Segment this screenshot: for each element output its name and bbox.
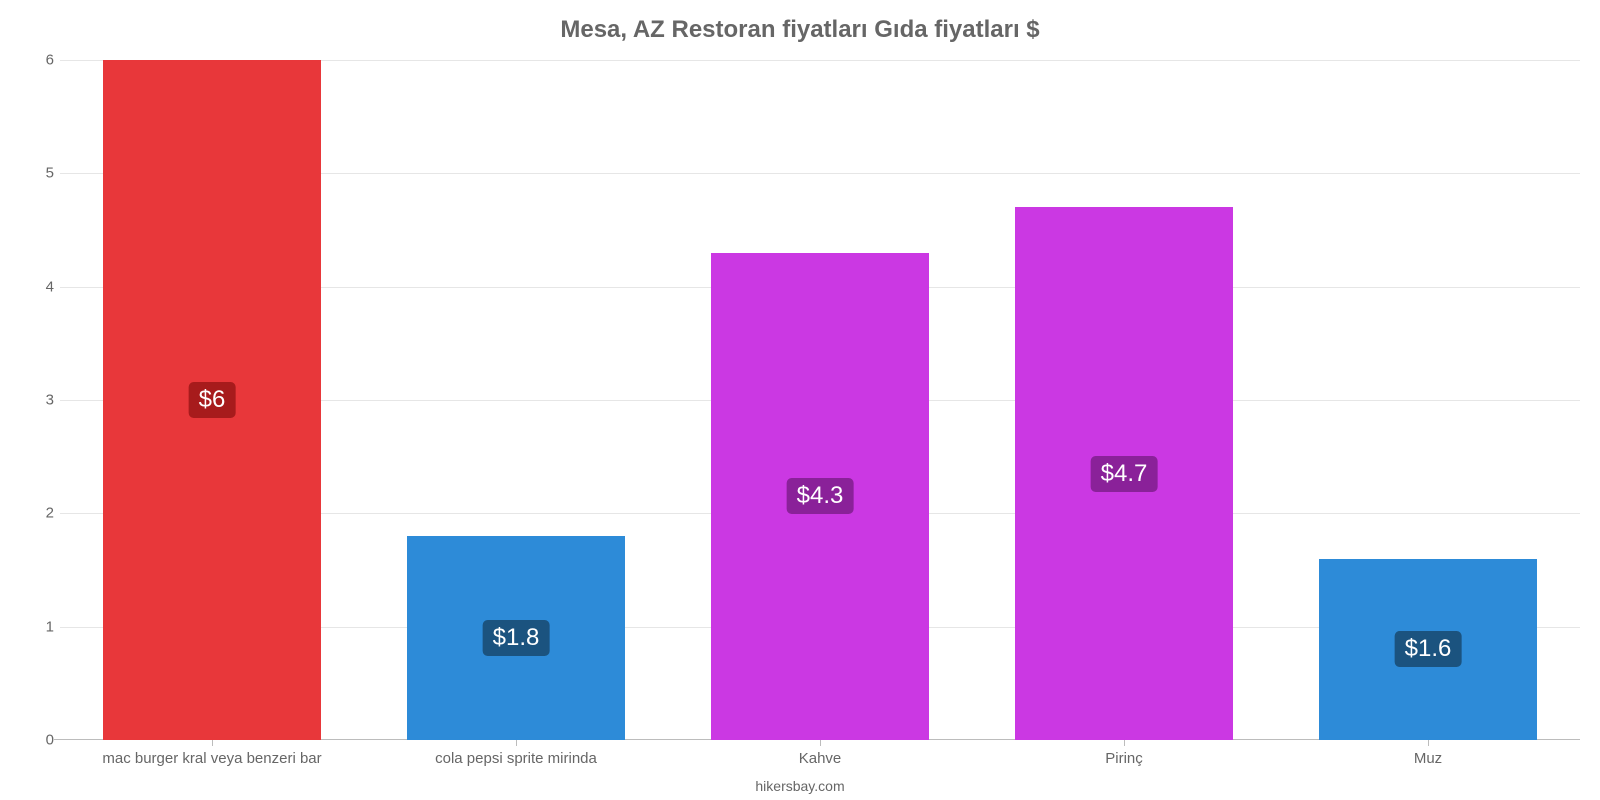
- x-axis-tick-label: Kahve: [668, 750, 972, 767]
- chart-plot-area: 0123456$6mac burger kral veya benzeri ba…: [60, 60, 1580, 740]
- y-axis-tick-label: 3: [30, 392, 54, 409]
- chart-title: Mesa, AZ Restoran fiyatları Gıda fiyatla…: [0, 16, 1600, 44]
- y-axis-tick-label: 4: [30, 278, 54, 295]
- x-axis-tick-label: Muz: [1276, 750, 1580, 767]
- x-axis-tick-label: cola pepsi sprite mirinda: [364, 750, 668, 767]
- bar-value-label: $6: [189, 382, 236, 418]
- y-axis-tick-label: 6: [30, 52, 54, 69]
- price-bar-chart: Mesa, AZ Restoran fiyatları Gıda fiyatla…: [0, 0, 1600, 800]
- bar-slot: $4.7Pirinç: [972, 60, 1276, 740]
- x-axis-tick-label: mac burger kral veya benzeri bar: [60, 750, 364, 767]
- bar-value-label: $1.8: [483, 620, 550, 656]
- x-axis-tick: [516, 740, 517, 746]
- bar-value-label: $4.3: [787, 478, 854, 514]
- y-axis-tick-label: 0: [30, 732, 54, 749]
- bar-slot: $6mac burger kral veya benzeri bar: [60, 60, 364, 740]
- chart-credit: hikersbay.com: [0, 778, 1600, 794]
- x-axis-tick: [820, 740, 821, 746]
- bar-value-label: $1.6: [1395, 631, 1462, 667]
- x-axis-tick-label: Pirinç: [972, 750, 1276, 767]
- bar-slot: $4.3Kahve: [668, 60, 972, 740]
- bar-value-label: $4.7: [1091, 456, 1158, 492]
- bar-slot: $1.6Muz: [1276, 60, 1580, 740]
- x-axis-tick: [1428, 740, 1429, 746]
- bar-slot: $1.8cola pepsi sprite mirinda: [364, 60, 668, 740]
- x-axis-tick: [1124, 740, 1125, 746]
- y-axis-tick-label: 1: [30, 618, 54, 635]
- y-axis-tick-label: 2: [30, 505, 54, 522]
- x-axis-tick: [212, 740, 213, 746]
- y-axis-tick-label: 5: [30, 165, 54, 182]
